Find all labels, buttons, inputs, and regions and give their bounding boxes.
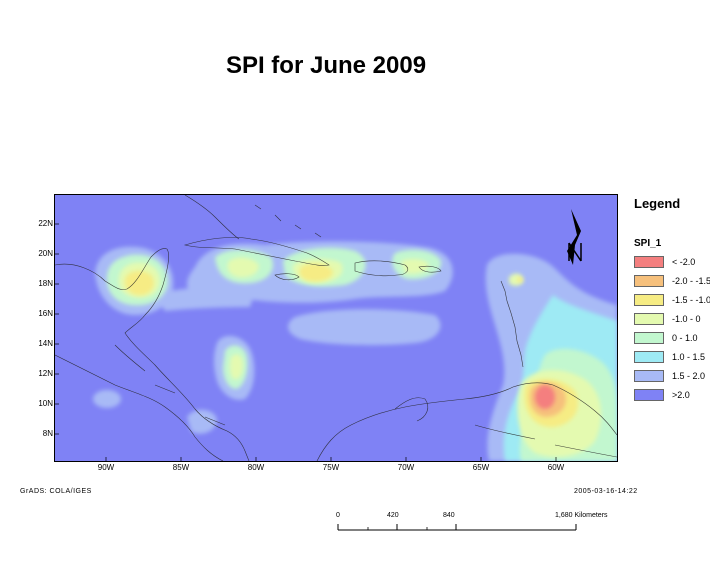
scale-tick-label: 0 (336, 512, 340, 519)
legend-label: -1.0 - 0 (672, 314, 701, 324)
legend-item: >2.0 (634, 388, 690, 402)
scale-tick-label: 840 (443, 512, 455, 519)
legend-label: -2.0 - -1.5 (672, 276, 710, 286)
legend-swatch (634, 275, 664, 287)
scale-bar-graphic (337, 524, 577, 531)
scale-bar: 0 420 840 1,680 Kilometers (336, 512, 608, 542)
spi-map (54, 194, 618, 462)
legend-title: Legend (634, 196, 681, 211)
lon-label: 85W (172, 463, 190, 472)
legend-item: -2.0 - -1.5 (634, 274, 710, 288)
legend-item: 1.5 - 2.0 (634, 369, 705, 383)
timestamp-text: 2005-03-16-14:22 (574, 488, 638, 495)
legend-swatch (634, 294, 664, 306)
coastlines (55, 195, 617, 461)
legend-layer-name: SPI_1 (634, 238, 662, 249)
legend-label: 0 - 1.0 (672, 333, 698, 343)
lat-label: 22N (38, 219, 53, 228)
legend-label: 1.5 - 2.0 (672, 371, 706, 381)
legend-item: -1.0 - 0 (634, 312, 701, 326)
legend-swatch (634, 370, 664, 382)
lat-label: 14N (38, 339, 53, 348)
lon-label: 65W (472, 463, 490, 472)
lat-label: 16N (38, 309, 53, 318)
legend-label: >2.0 (672, 390, 690, 400)
legend-item: 1.0 - 1.5 (634, 350, 705, 364)
legend-label: < -2.0 (672, 257, 696, 267)
legend-label: 1.0 - 1.5 (672, 352, 706, 362)
legend-swatch (634, 351, 664, 363)
scale-tick-label: 1,680 Kilometers (555, 512, 608, 519)
lon-label: 90W (97, 463, 115, 472)
legend-swatch (634, 332, 664, 344)
lat-label: 8N (42, 429, 53, 438)
legend-swatch (634, 389, 664, 401)
lon-label: 60W (547, 463, 565, 472)
legend-swatch (634, 256, 664, 268)
legend-item: < -2.0 (634, 255, 695, 269)
legend-item: 0 - 1.0 (634, 331, 698, 345)
legend-item: -1.5 - -1.0 (634, 293, 710, 307)
lat-label: 12N (38, 369, 53, 378)
axis-ticks (55, 223, 557, 461)
lat-label: 10N (38, 399, 53, 408)
scale-tick-label: 420 (387, 512, 399, 519)
north-arrow (567, 209, 582, 265)
credit-text: GrADS: COLA/IGES (20, 488, 92, 495)
lon-label: 80W (247, 463, 265, 472)
spi-contour-map (55, 195, 617, 461)
legend-swatch (634, 313, 664, 325)
lon-label: 70W (397, 463, 415, 472)
lon-label: 75W (322, 463, 340, 472)
legend-label: -1.5 - -1.0 (672, 295, 710, 305)
contour-below-neg2-0 (535, 385, 555, 409)
lat-label: 18N (38, 279, 53, 288)
lat-label: 20N (38, 249, 53, 258)
map-title: SPI for June 2009 (225, 52, 427, 79)
